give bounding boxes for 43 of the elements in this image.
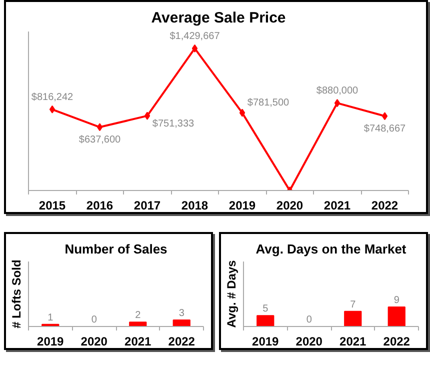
- data-label: 1: [48, 312, 54, 324]
- x-tick-label: 2019: [228, 198, 256, 212]
- y-axis-title: Avg. # Days: [224, 260, 238, 328]
- x-tick-label: 2022: [371, 198, 398, 212]
- x-tick-label: 2020: [296, 334, 323, 348]
- point: [192, 44, 198, 52]
- point: [144, 112, 150, 120]
- chart-title: Average Sale Price: [151, 10, 286, 26]
- chart-title: Avg. Days on the Market: [256, 242, 407, 256]
- data-label: 0: [91, 314, 98, 326]
- data-label: 2: [135, 310, 142, 322]
- data-label: 5: [262, 304, 269, 315]
- point: [239, 108, 246, 117]
- data-label: 9: [394, 295, 400, 306]
- data-label: 3: [178, 308, 185, 319]
- data-label: $816,242: [31, 92, 74, 103]
- data-label: $781,500: [247, 97, 290, 108]
- data-label: $751,333: [152, 118, 195, 130]
- x-tick-label: 2017: [134, 198, 161, 212]
- x-tick-label: 2015: [38, 198, 66, 212]
- point: [49, 105, 56, 114]
- point: [96, 123, 103, 132]
- data-label: $1,429,667: [170, 30, 220, 42]
- data-label: $637,600: [78, 134, 122, 146]
- point: [382, 112, 388, 120]
- x-tick-label: 2021: [324, 198, 351, 212]
- x-tick-label: 2016: [86, 198, 114, 212]
- x-tick-label: 2020: [80, 334, 108, 348]
- x-tick-label: 2022: [383, 334, 410, 348]
- data-label: $748,667: [364, 124, 406, 135]
- x-tick-label: 2022: [168, 334, 196, 348]
- data-label: $880,000: [316, 86, 359, 97]
- x-tick-label: 2019: [252, 334, 280, 348]
- x-tick-label: 2018: [181, 198, 208, 212]
- data-label: 7: [350, 299, 356, 310]
- data-label: 0: [306, 314, 312, 326]
- x-tick-label: 2021: [124, 334, 152, 348]
- x-tick-label: 2019: [37, 334, 64, 348]
- point: [334, 99, 340, 108]
- x-tick-label: 2021: [340, 334, 367, 348]
- x-tick-label: 2020: [276, 198, 304, 212]
- chart-title: Number of Sales: [64, 242, 168, 256]
- y-axis-title: # Lofts Sold: [10, 260, 24, 328]
